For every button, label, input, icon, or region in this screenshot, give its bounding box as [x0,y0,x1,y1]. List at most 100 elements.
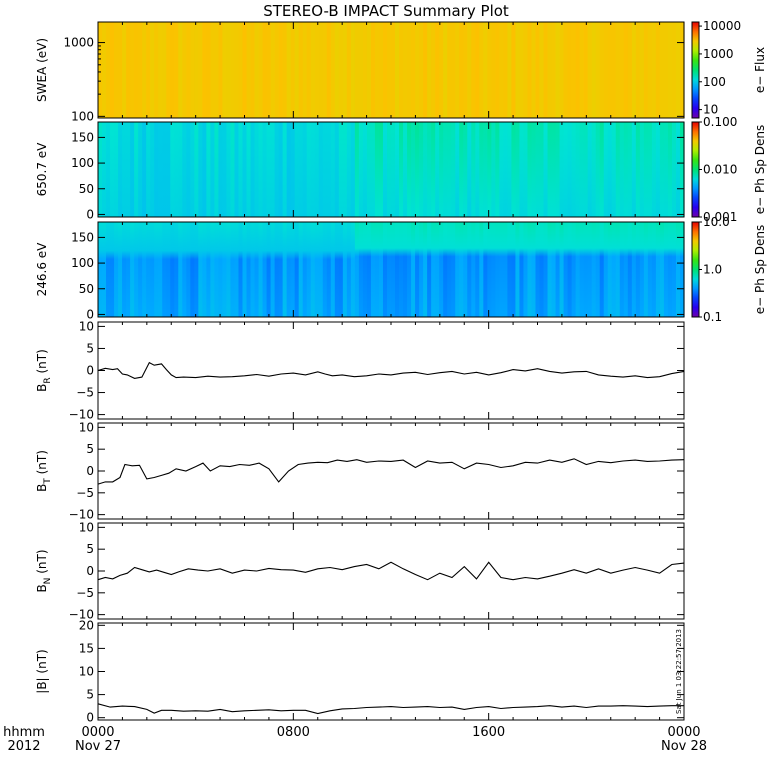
y-tick-label: 0 [86,207,94,221]
heatmap-column [114,22,119,118]
heatmap-column [323,22,328,118]
heatmap-column [315,22,320,118]
heatmap-column [110,222,115,317]
heatmap-column [479,22,484,118]
heatmap-column [427,22,432,118]
heatmap-column [375,122,380,217]
heatmap-column [572,122,577,217]
heatmap-column [411,22,416,118]
heatmap-column [568,222,573,317]
heatmap-column [600,122,605,217]
heatmap-column [511,22,516,118]
heatmap-column [150,22,155,118]
heatmap-column [126,22,131,118]
heatmap-column [343,122,348,217]
heatmap-column [303,222,308,317]
heatmap-column [114,222,119,317]
heatmap-column [503,22,508,118]
heatmap-column [499,22,504,118]
heatmap-column [612,222,617,317]
heatmap-column [263,222,268,317]
heatmap-column [556,122,561,217]
heatmap-column [608,22,613,118]
heatmap-column [668,22,673,118]
heatmap-column [122,122,127,217]
heatmap-column [263,22,268,118]
series-line-bmag [98,704,684,714]
heatmap-column [632,122,637,217]
heatmap-column [443,22,448,118]
heatmap-column [447,22,452,118]
heatmap-column [102,22,107,118]
heatmap-column [242,122,247,217]
heatmap-column [576,122,581,217]
heatmap-column [295,222,300,317]
heatmap-column [226,122,231,217]
heatmap-column [556,22,561,118]
heatmap-column [564,122,569,217]
heatmap-column [359,22,364,118]
heatmap-column [463,122,468,217]
heatmap-column [580,122,585,217]
heatmap-column [363,22,368,118]
heatmap-column [247,22,252,118]
colorbar-label: e− Ph Sp Dens [753,125,767,214]
x-tick-label-time: hhmm [3,725,45,740]
heatmap-column [463,22,468,118]
heatmap-column [495,22,500,118]
heatmap-column [259,22,264,118]
heatmap-column [247,222,252,317]
heatmap-column [222,122,227,217]
colorbar-tick-label: 100 [703,75,726,89]
heatmap-column [391,222,396,317]
heatmap-column [331,222,336,317]
panel-frame [98,623,684,720]
heatmap-column [519,22,524,118]
heatmap-column [170,222,175,317]
panel-frame [98,322,684,419]
x-tick-label-time: 0000 [81,725,114,740]
heatmap-column [411,222,416,317]
heatmap-column [242,22,247,118]
series-line-br [98,363,684,379]
heatmap-column [142,22,147,118]
heatmap-column [210,122,215,217]
heatmap-column [283,122,288,217]
heatmap-column [608,122,613,217]
heatmap-column [118,22,123,118]
heatmap-column [122,222,127,317]
heatmap-column [395,22,400,118]
colorbar-tick-label: 10000 [703,19,741,33]
heatmap-column [174,122,179,217]
heatmap-column [230,222,235,317]
heatmap-column [311,22,316,118]
heatmap-column [343,222,348,317]
heatmap-column [660,222,665,317]
heatmap-column [371,122,376,217]
heatmap-column [560,222,565,317]
heatmap-column [419,22,424,118]
heatmap-column [194,222,199,317]
heatmap-column [487,22,492,118]
heatmap-column [158,122,163,217]
heatmap-column [226,22,231,118]
heatmap-column [540,22,545,118]
heatmap-column [387,22,392,118]
heatmap-column [150,122,155,217]
heatmap-column [455,122,460,217]
heatmap-column [572,222,577,317]
y-axis-label-bt: BT (nT) [35,450,53,492]
heatmap-column [596,22,601,118]
heatmap-column [447,122,452,217]
heatmap-column [636,122,641,217]
heatmap-column [399,22,404,118]
heatmap-column [242,222,247,317]
heatmap-column [118,122,123,217]
heatmap-column [379,122,384,217]
heatmap-column [592,122,597,217]
